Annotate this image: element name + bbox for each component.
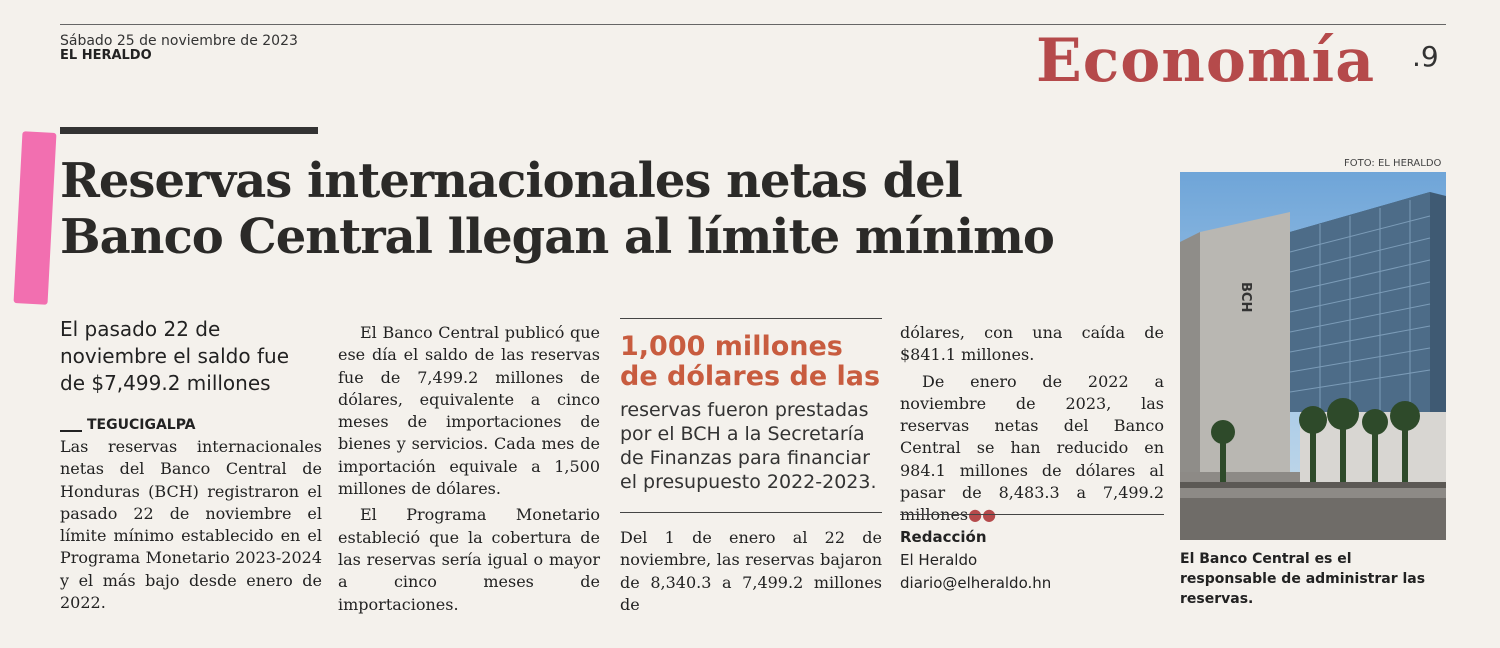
paragraph: El Banco Central publicó que ese día el … [338, 323, 600, 499]
top-rule [60, 24, 1446, 25]
article-column-1: Las reservas internacionales netas del B… [60, 436, 322, 618]
dateline-rule [60, 430, 82, 432]
article-column-4: dólares, con una caída de $841.1 millone… [900, 322, 1164, 531]
highlighter-mark [13, 131, 57, 305]
pull-quote-highlight: 1,000 millones de dólares de las [620, 331, 881, 392]
publication-date: Sábado 25 de noviembre de 2023 [60, 33, 298, 49]
headline: Reservas internacionales netas del Banco… [60, 153, 1055, 265]
page-number: .9 [1412, 40, 1439, 73]
section-title: Economía [1036, 26, 1376, 96]
credit-role: Redacción [900, 528, 987, 546]
paragraph: De enero de 2022 a noviembre de 2023, la… [900, 371, 1164, 527]
photo-credit: FOTO: EL HERALDO [1344, 158, 1442, 169]
paragraph: El Programa Monetario estableció que la … [338, 505, 600, 614]
building-illustration: BCH [1180, 192, 1446, 540]
article-column-2: El Banco Central publicó que ese día el … [338, 322, 600, 620]
paragraph: Del 1 de enero al 22 de noviembre, las r… [620, 528, 882, 614]
headline-rule [60, 127, 318, 134]
pull-quote-text: reservas fueron prestadas por el BCH a l… [620, 399, 877, 493]
bank-building-photo: BCH [1180, 172, 1446, 540]
subheadline: El pasado 22 de noviembre el saldo fue d… [60, 317, 289, 395]
credit-name: El Heraldo [900, 551, 978, 569]
credit-email: diario@elheraldo.hn [900, 574, 1052, 592]
article-column-3: Del 1 de enero al 22 de noviembre, las r… [620, 527, 882, 620]
building-sign: BCH [1238, 282, 1253, 312]
paragraph-text: De enero de 2022 a noviembre de 2023, la… [900, 371, 1164, 525]
credit-rule [900, 514, 1164, 515]
dateline: TEGUCIGALPA [87, 417, 196, 433]
pull-quote-rule-bottom [620, 512, 882, 513]
paragraph: dólares, con una caída de $841.1 millone… [900, 323, 1164, 365]
pull-quote-rule [620, 318, 882, 319]
paragraph: Las reservas internacionales netas del B… [60, 437, 322, 613]
photo-caption: El Banco Central es el responsable de ad… [1180, 551, 1426, 607]
newspaper-name: EL HERALDO [60, 48, 152, 63]
